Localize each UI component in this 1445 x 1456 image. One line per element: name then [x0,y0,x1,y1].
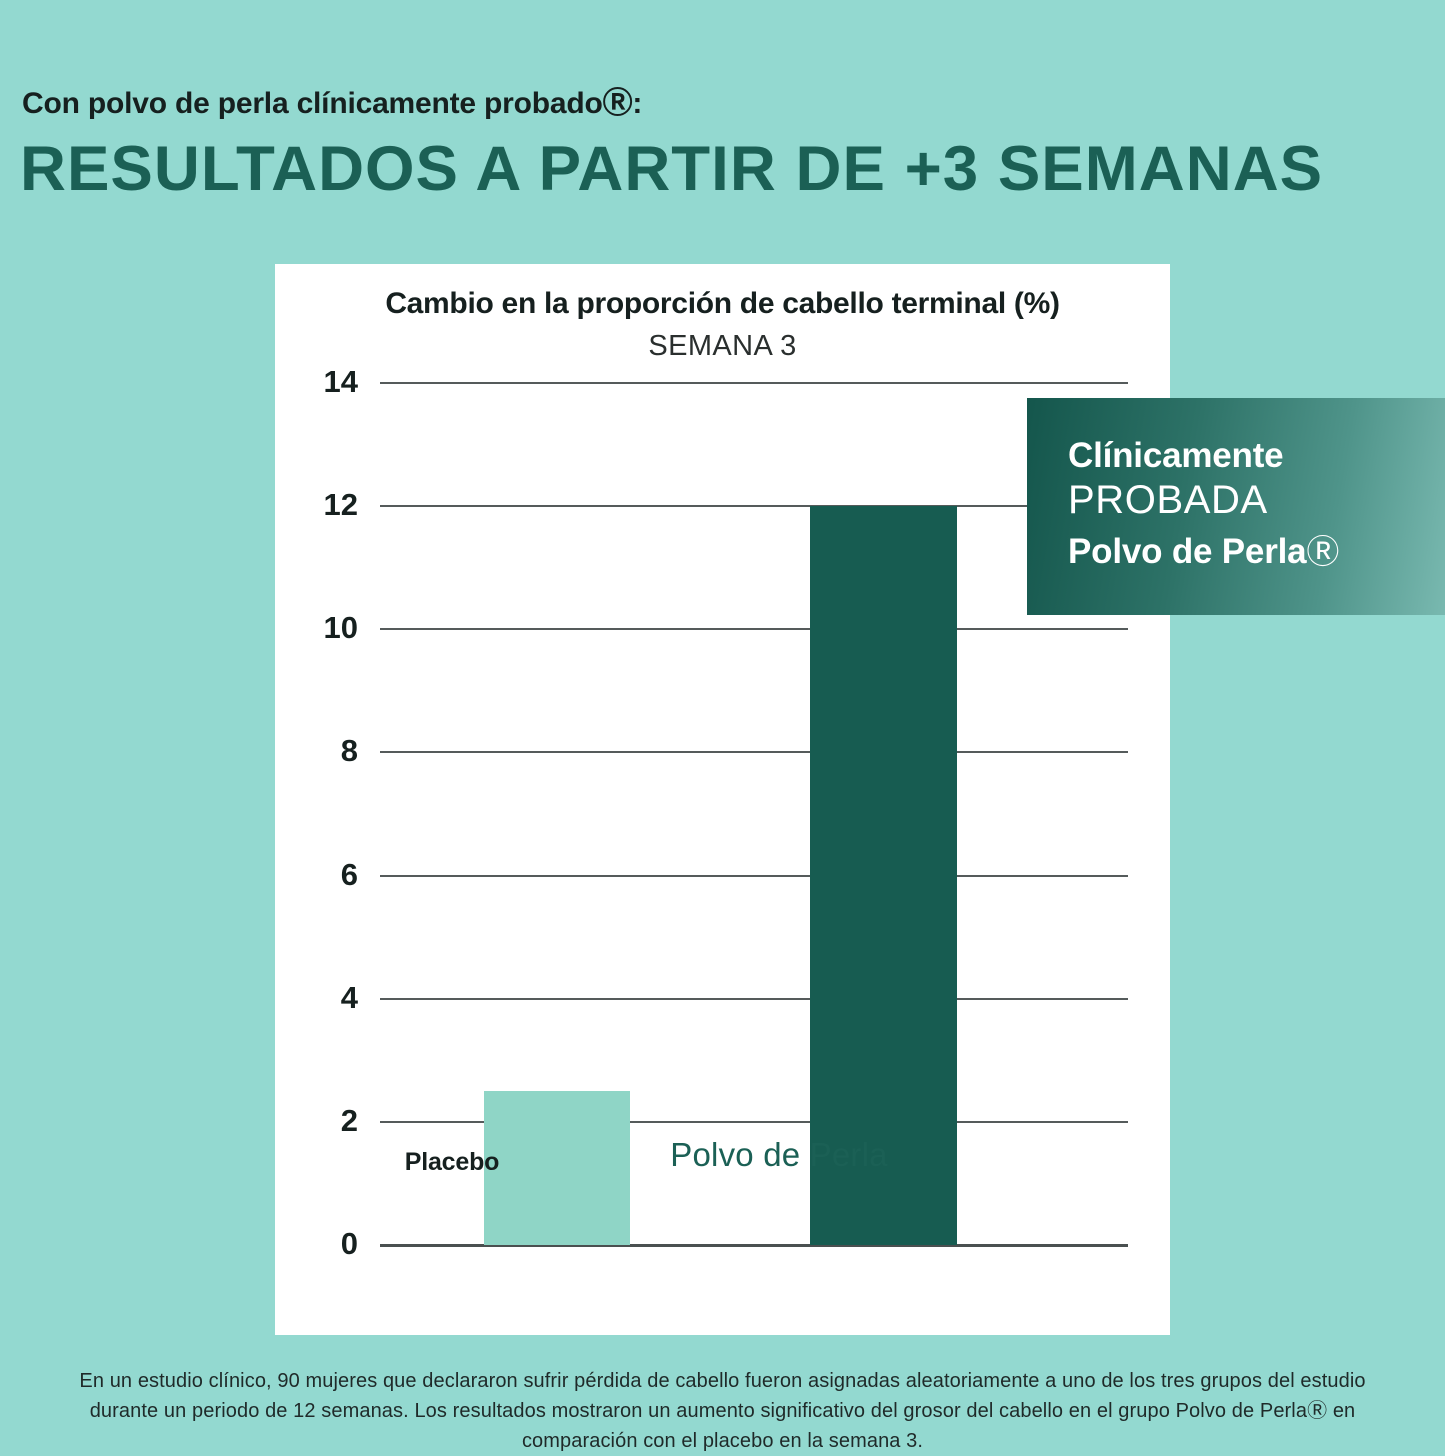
footnote-text: En un estudio clínico, 90 mujeres que de… [79,1370,1366,1452]
y-axis-tick-0: 0 [340,1226,358,1261]
y-axis-tick-14: 14 [323,364,358,399]
badge-line-polvo-de-perla: Polvo de PerlaⓇ [1068,525,1339,573]
y-axis-tick-12: 12 [323,487,358,523]
y-axis-tick-2: 2 [340,1102,358,1138]
gridline-2: 2 [341,1103,1128,1138]
gridline-10: 10 [324,610,1128,645]
chart-card: Cambio en la proporción de cabello termi… [275,264,1170,1335]
bar-placebo [484,1091,630,1245]
gridline-6: 6 [341,857,1128,892]
page-title: RESULTADOS A PARTIR DE +3 SEMANAS [20,134,1324,204]
bar-polvo-de-perla [810,506,957,1245]
y-axis-tick-8: 8 [340,733,358,769]
registered-trademark-icon: Ⓡ [1306,533,1340,570]
gridline-4: 4 [341,980,1128,1015]
footnote: En un estudio clínico, 90 mujeres que de… [0,1366,1445,1456]
plot-area: 14 12 10 8 6 4 2 0 [324,364,1128,1261]
y-axis-tick-6: 6 [340,856,358,892]
badge-line-clinicamente: Clínicamente [1068,436,1284,475]
gridline-14: 14 [324,364,1128,399]
badge-line-probada: PROBADA [1068,478,1268,522]
y-axis-tick-10: 10 [323,610,358,646]
y-axis-tick-4: 4 [340,979,358,1015]
eyebrow-text: Con polvo de perla clínicamente probadoⓇ… [22,87,643,120]
x-axis-label-polvo-de-perla: Polvo de Perla [670,1136,888,1173]
badge-brand-text: Polvo de Perla [1068,532,1307,571]
gridline-8: 8 [341,733,1128,768]
gridline-12: 12 [324,487,1128,522]
chart-subtitle: SEMANA 3 [648,330,797,362]
x-axis-line: 0 [341,1226,1128,1261]
chart-title: Cambio en la proporción de cabello termi… [385,287,1060,320]
x-axis-label-placebo: Placebo [404,1148,500,1176]
clinically-proven-badge: Clínicamente PROBADA Polvo de PerlaⓇ [1027,398,1445,615]
